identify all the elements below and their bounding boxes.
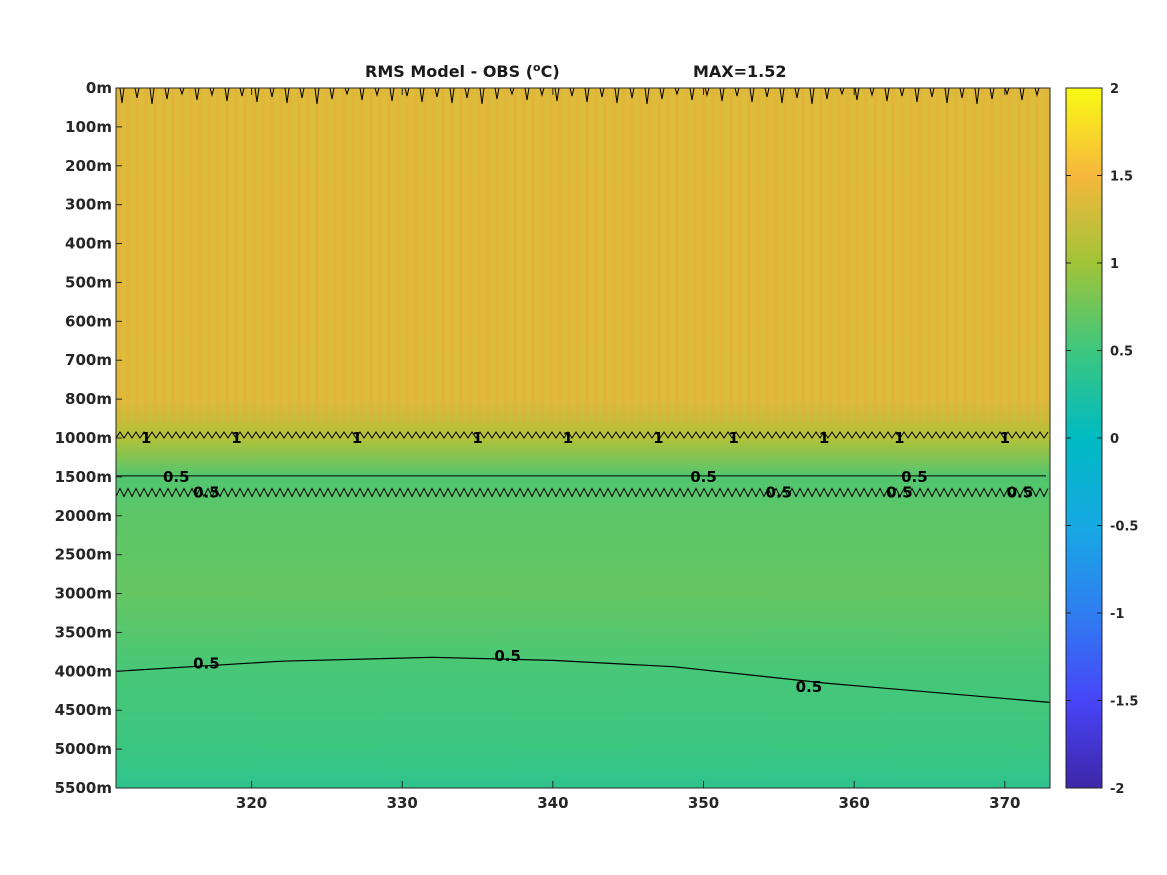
x-tick-label: 320 xyxy=(236,794,267,812)
colorbar-tick-label: 0.5 xyxy=(1110,345,1133,360)
colorbar-tick-label: -1.5 xyxy=(1110,695,1138,710)
colorbar-tick-label: 2 xyxy=(1110,82,1119,97)
heatmap-stripes xyxy=(116,88,1050,423)
y-tick-label: 600m xyxy=(65,312,112,330)
y-tick-label: 5000m xyxy=(55,740,112,758)
contour-line-0.5-lower xyxy=(116,487,1049,498)
x-tick-label: 360 xyxy=(839,794,870,812)
contour-label: 0.5 xyxy=(690,468,717,486)
contour-label: 0.5 xyxy=(1007,483,1034,501)
y-tick-label: 400m xyxy=(65,235,112,253)
x-tick-label: 370 xyxy=(989,794,1020,812)
colorbar-tick-label: -2 xyxy=(1110,782,1124,797)
contour-labels: 1 1 1 1 1 1 1 1 1 10.50.50.50.50.50.5 0.50.5 0.50.5 xyxy=(141,429,1034,696)
colorbar-tick-label: 0 xyxy=(1110,432,1119,447)
y-tick-label: 1500m xyxy=(55,468,112,486)
contour-line-surface xyxy=(116,88,1050,105)
colorbar-tick-label: -1 xyxy=(1110,607,1124,622)
y-tick-label: 200m xyxy=(65,157,112,175)
y-tick-label: 2500m xyxy=(55,546,112,564)
contour-label: 1 xyxy=(141,429,151,447)
chart-title: RMS Model - OBS (oC) xyxy=(365,61,560,81)
y-tick-label: 300m xyxy=(65,196,112,214)
contour-lines xyxy=(116,88,1050,703)
contour-label: 1 xyxy=(472,429,482,447)
contour-label: 0.5 xyxy=(901,468,928,486)
chart-title-unit-sup: o xyxy=(533,61,541,74)
colorbar xyxy=(1065,87,1103,789)
y-tick-label: 800m xyxy=(65,390,112,408)
y-tick-label: 1000m xyxy=(55,429,112,447)
contour-label: 1 xyxy=(231,429,241,447)
contour-label: 0.5 xyxy=(796,678,823,696)
y-tick-label: 500m xyxy=(65,273,112,291)
contour-line-0.5-upper xyxy=(116,473,1046,477)
x-tick-label: 340 xyxy=(537,794,568,812)
colorbar-tick-label: 1 xyxy=(1110,257,1119,272)
y-tick-label: 3000m xyxy=(55,585,112,603)
contour-label: 0.5 xyxy=(193,655,220,673)
y-axis: 0m 100m 200m 300m 400m 500m 600m 700m 800m 1000m 1… xyxy=(55,79,122,797)
x-tick-label: 350 xyxy=(688,794,719,812)
contour-label: 0.5 xyxy=(766,483,793,501)
contour-label: 1 xyxy=(563,429,573,447)
colorbar-tick-label: -0.5 xyxy=(1110,520,1138,535)
colorbar-tick-label: 1.5 xyxy=(1110,170,1133,185)
contour-line-0.5-deep xyxy=(116,656,1050,703)
y-tick-label: 4000m xyxy=(55,662,112,680)
x-tick-label: 330 xyxy=(387,794,418,812)
y-tick-label: 700m xyxy=(65,351,112,369)
y-tick-label: 4500m xyxy=(55,701,112,719)
y-tick-label: 3500m xyxy=(55,623,112,641)
x-axis: 320 330 340 350 360 370 xyxy=(236,88,1020,812)
colorbar-ticks: 2 1.5 1 0.5 0 -0.5 -1 -1.5 -2 xyxy=(1066,82,1138,797)
contour-label: 0.5 xyxy=(163,468,190,486)
y-tick-label: 0m xyxy=(86,79,112,97)
contour-line-1 xyxy=(116,431,1049,439)
contour-label: 1 xyxy=(352,429,362,447)
chart-title-main: RMS Model - OBS ( xyxy=(365,62,533,81)
max-label: MAX=1.52 xyxy=(693,62,787,81)
y-tick-label: 5500m xyxy=(55,779,112,797)
contour-label: 1 xyxy=(728,429,738,447)
chart-title-unit-end: C) xyxy=(541,62,560,81)
contour-label: 0.5 xyxy=(193,483,220,501)
contour-label: 0.5 xyxy=(494,647,521,665)
contour-label: 1 xyxy=(653,429,663,447)
contour-label: 0.5 xyxy=(886,483,913,501)
contour-label: 1 xyxy=(894,429,904,447)
contour-label: 1 xyxy=(1000,429,1010,447)
contour-label: 1 xyxy=(819,429,829,447)
y-tick-label: 100m xyxy=(65,118,112,136)
y-tick-label: 2000m xyxy=(55,507,112,525)
